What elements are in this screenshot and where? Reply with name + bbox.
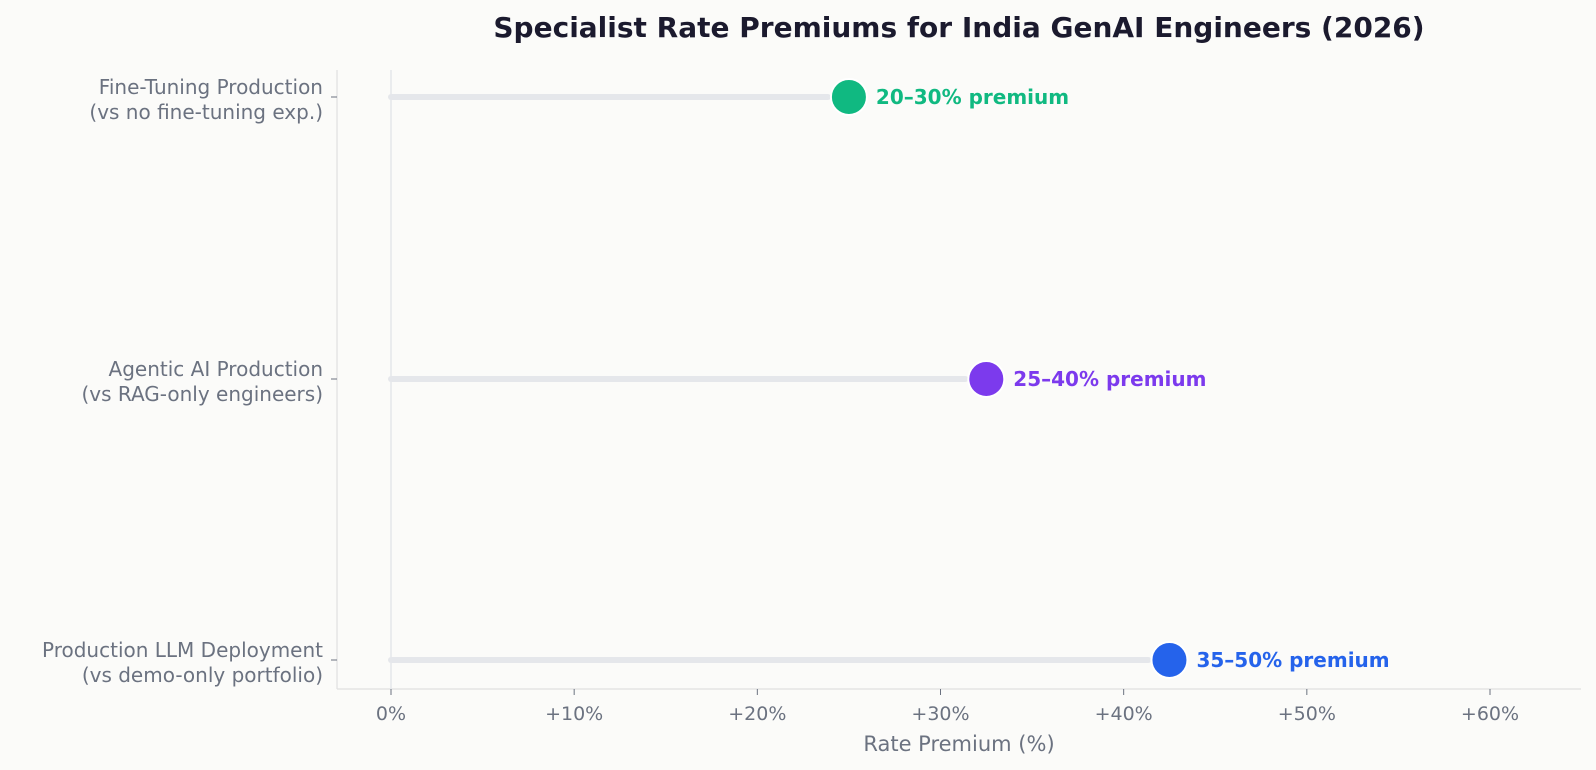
value-annotation: 20–30% premium [876, 85, 1069, 109]
chart-title: Specialist Rate Premiums for India GenAI… [493, 11, 1424, 44]
x-tick-label: 0% [376, 703, 406, 725]
category-label-line2: (vs demo-only portfolio) [82, 663, 323, 687]
x-tick-label: +20% [728, 703, 786, 725]
x-tick-label: +50% [1278, 703, 1336, 725]
lollipop-dot [1150, 641, 1189, 679]
value-annotation: 25–40% premium [1013, 367, 1206, 391]
x-tick-label: +10% [545, 703, 603, 725]
lollipop-dot [829, 78, 868, 116]
category-label-line1: Production LLM Deployment [42, 638, 323, 662]
value-annotation: 35–50% premium [1196, 648, 1389, 672]
plot-area: 0% +10% +20% +30% +40% +50% +60% Fine-Tuning Pr… [42, 70, 1581, 725]
x-tick-label: +60% [1461, 703, 1519, 725]
category-label-line2: (vs no fine-tuning exp.) [89, 100, 323, 124]
category-label-line1: Agentic AI Production [109, 357, 323, 381]
x-tick-label: +30% [911, 703, 969, 725]
x-tick-label: +40% [1095, 703, 1153, 725]
lollipop-dot [967, 360, 1006, 398]
x-axis-label: Rate Premium (%) [863, 732, 1054, 756]
category-label-line2: (vs RAG-only engineers) [81, 382, 323, 406]
category-label-line1: Fine-Tuning Production [99, 75, 323, 99]
